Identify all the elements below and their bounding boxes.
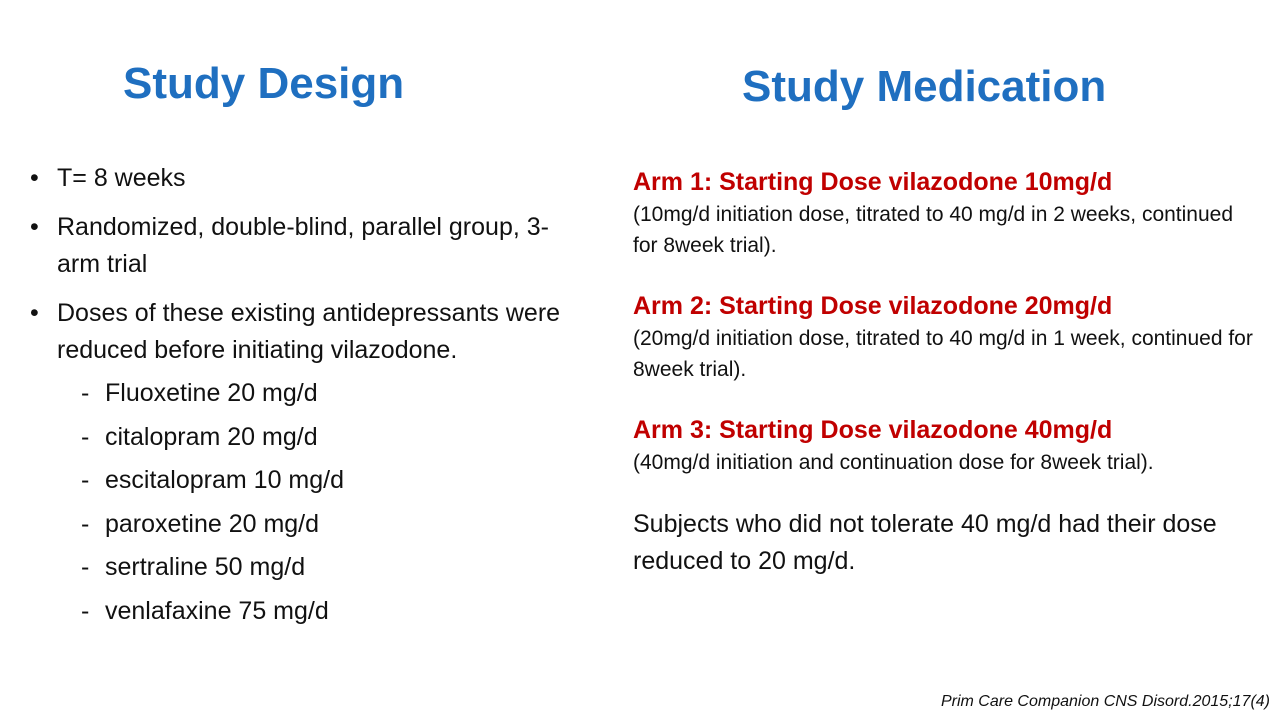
- arm-detail: (10mg/d initiation dose, titrated to 40 …: [633, 203, 1234, 257]
- bullet-dose-reduction: Doses of these existing antidepressants …: [30, 295, 590, 630]
- drug-item: paroxetine 20 mg/d: [57, 506, 590, 543]
- bullet-duration: T= 8 weeks: [30, 160, 590, 197]
- arm-title: Arm 3: Starting Dose vilazodone 40mg/d: [633, 416, 1113, 444]
- drug-item: sertraline 50 mg/d: [57, 549, 590, 586]
- drug-item: escitalopram 10 mg/d: [57, 462, 590, 499]
- drug-list: Fluoxetine 20 mg/d citalopram 20 mg/d es…: [57, 375, 590, 630]
- arm-1: Arm 1: Starting Dose vilazodone 10mg/d (…: [633, 165, 1253, 261]
- drug-item: Fluoxetine 20 mg/d: [57, 375, 590, 412]
- arm-detail: (20mg/d initiation dose, titrated to 40 …: [633, 327, 1253, 381]
- study-design-title: Study Design: [123, 59, 405, 108]
- citation: Prim Care Companion CNS Disord.2015;17(4…: [940, 693, 1270, 710]
- arm-title: Arm 2: Starting Dose vilazodone 20mg/d: [633, 292, 1113, 320]
- dose-reduction-note: Subjects who did not tolerate 40 mg/d ha…: [633, 510, 1217, 575]
- arm-2: Arm 2: Starting Dose vilazodone 20mg/d (…: [633, 289, 1253, 385]
- arm-detail: (40mg/d initiation and continuation dose…: [633, 451, 1154, 474]
- study-design-column: T= 8 weeks Randomized, double-blind, par…: [30, 160, 590, 642]
- arm-title: Arm 1: Starting Dose vilazodone 10mg/d: [633, 168, 1113, 196]
- arm-3: Arm 3: Starting Dose vilazodone 40mg/d (…: [633, 413, 1253, 478]
- drug-item: venlafaxine 75 mg/d: [57, 593, 590, 630]
- study-design-bullets: T= 8 weeks Randomized, double-blind, par…: [30, 160, 590, 630]
- bullet-text: Doses of these existing antidepressants …: [57, 299, 561, 364]
- bullet-text: T= 8 weeks: [57, 164, 186, 192]
- study-medication-title: Study Medication: [742, 62, 1107, 111]
- bullet-design: Randomized, double-blind, parallel group…: [30, 209, 590, 283]
- bullet-text: Randomized, double-blind, parallel group…: [57, 213, 549, 278]
- study-medication-column: Arm 1: Starting Dose vilazodone 10mg/d (…: [633, 165, 1253, 580]
- drug-item: citalopram 20 mg/d: [57, 419, 590, 456]
